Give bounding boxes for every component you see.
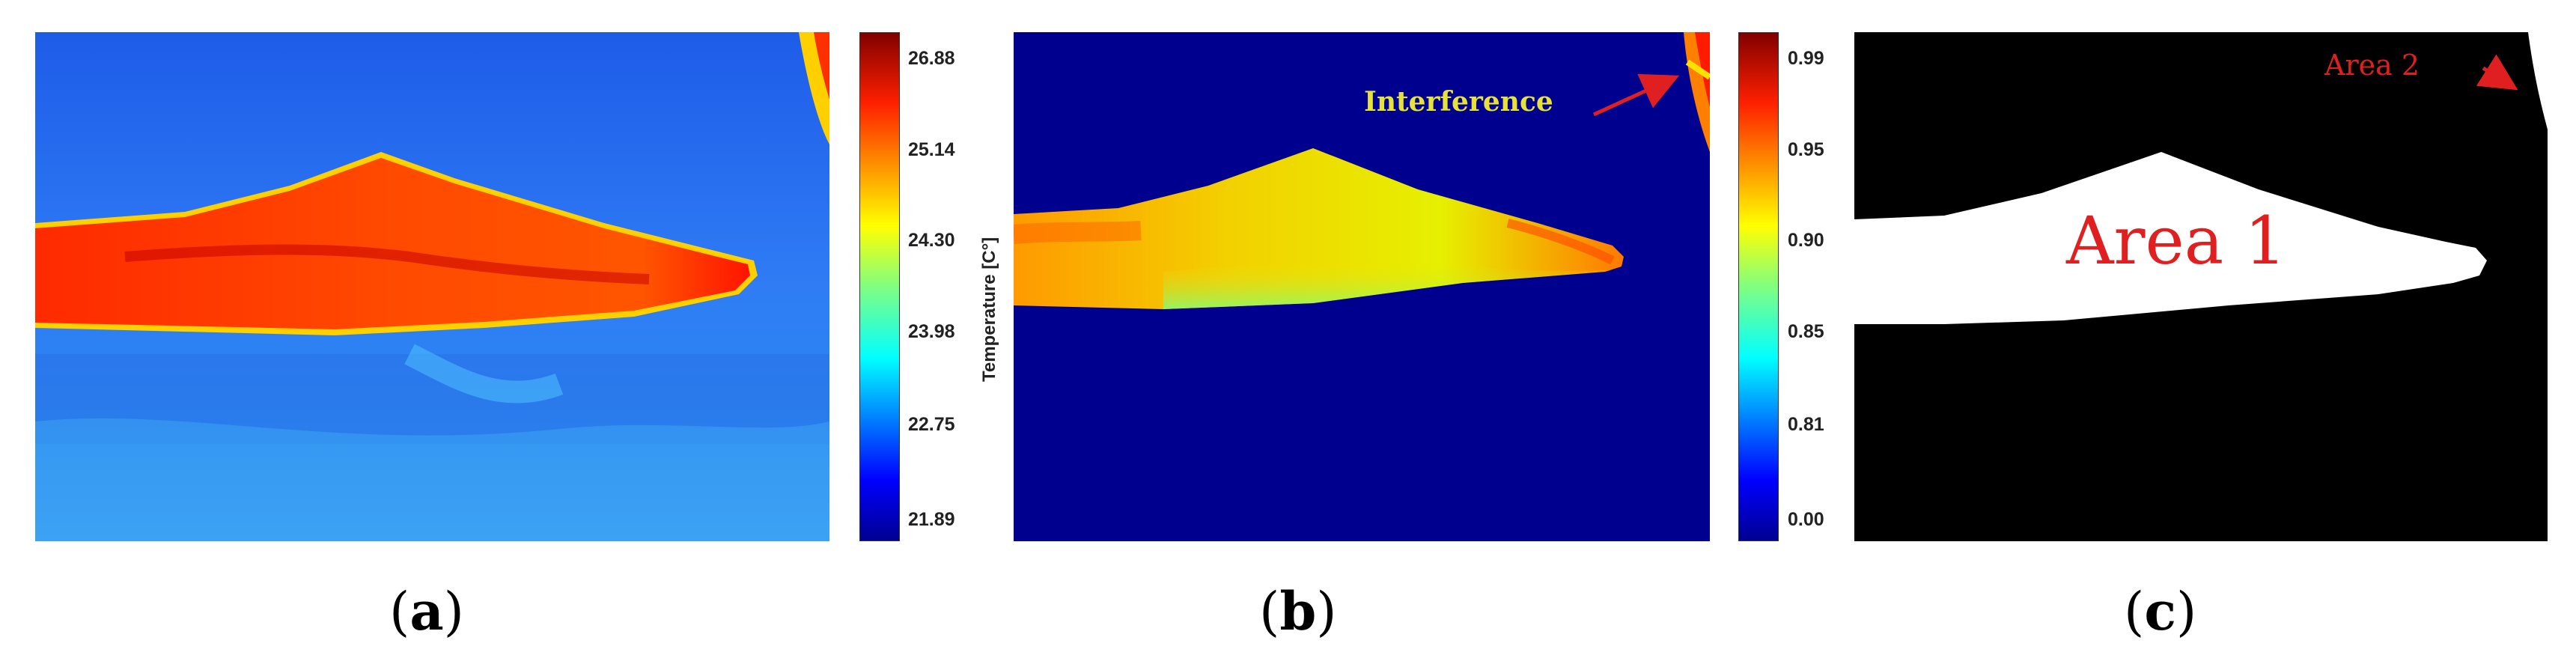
colorbar-b-tick: 0.85 xyxy=(1788,321,1824,342)
colorbar-b-tick: 0.81 xyxy=(1788,414,1824,435)
binary-mask-panel-c xyxy=(1854,32,2548,541)
colorbar-a xyxy=(859,32,900,541)
thermal-image-panel-a xyxy=(35,32,829,541)
colorbar-b-tick: 0.90 xyxy=(1788,230,1824,251)
colorbar-a-tick: 24.30 xyxy=(908,230,955,251)
colorbar-a-tick: 23.98 xyxy=(908,321,955,342)
area-1-label: Area 1 xyxy=(2066,202,2287,279)
colorbar-b xyxy=(1738,32,1779,541)
colorbar-a-tick: 25.14 xyxy=(908,139,955,160)
colorbar-a-tick: 26.88 xyxy=(908,48,955,69)
normalized-image-panel-b xyxy=(1014,32,1710,541)
colorbar-b-tick: 0.00 xyxy=(1788,509,1824,530)
colorbar-a-tick: 21.89 xyxy=(908,509,955,530)
area-2-label: Area 2 xyxy=(2324,49,2420,82)
colorbar-b-tick: 0.99 xyxy=(1788,48,1824,69)
caption-c: (c) xyxy=(2124,580,2197,642)
caption-b: (b) xyxy=(1259,580,1337,642)
caption-a: (a) xyxy=(389,580,464,642)
colorbar-b-tick: 0.95 xyxy=(1788,139,1824,160)
colorbar-a-axis-label: Temperature [C°] xyxy=(979,237,999,382)
colorbar-a-tick: 22.75 xyxy=(908,414,955,435)
interference-annotation: Interference xyxy=(1364,86,1553,118)
